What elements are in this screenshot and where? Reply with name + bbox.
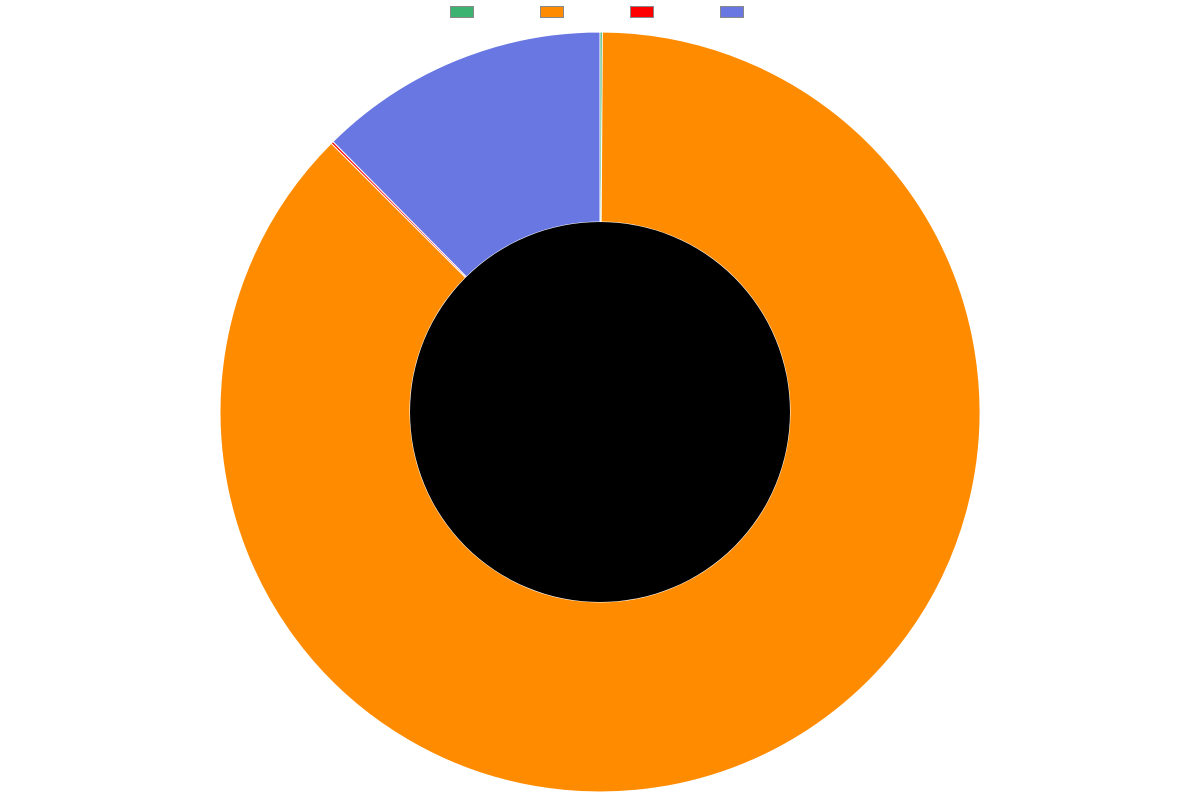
donut-hole <box>410 222 790 602</box>
legend-item <box>720 6 750 18</box>
legend-item <box>540 6 570 18</box>
legend-item <box>450 6 480 18</box>
legend-swatch <box>450 6 474 18</box>
chart-container: { "donut_chart": { "type": "donut", "bac… <box>0 0 1200 800</box>
legend-item <box>630 6 660 18</box>
chart-legend <box>0 6 1200 18</box>
legend-swatch <box>540 6 564 18</box>
legend-swatch <box>630 6 654 18</box>
donut-chart <box>0 24 1200 800</box>
legend-swatch <box>720 6 744 18</box>
